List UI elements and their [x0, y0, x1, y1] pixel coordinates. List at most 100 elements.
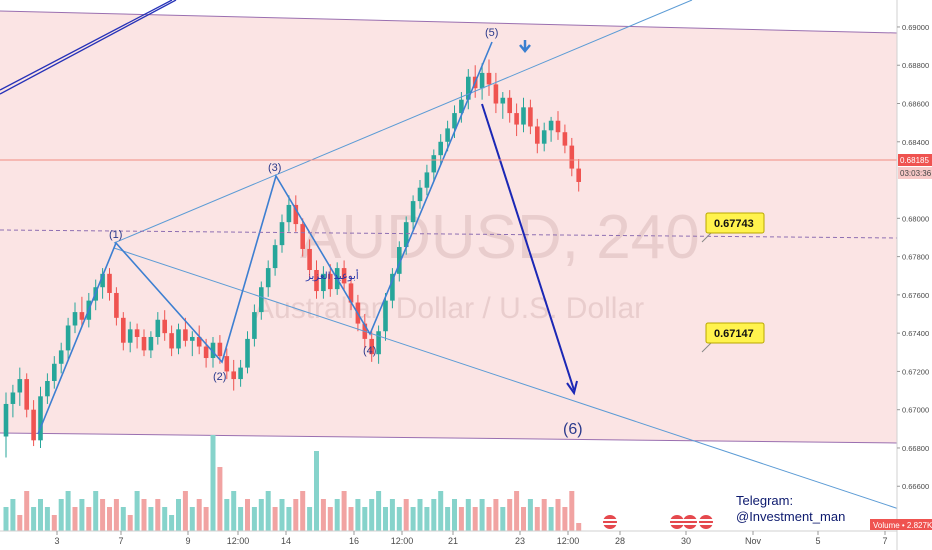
candle	[341, 260, 347, 292]
countdown-value: 03:03:36	[900, 169, 932, 178]
candle	[31, 400, 36, 447]
volume-bar	[500, 507, 506, 531]
volume-bar	[176, 499, 181, 531]
price-tick-label: 0.68800	[902, 61, 929, 70]
dashed-level-line[interactable]	[0, 229, 898, 239]
candle	[528, 99, 533, 135]
level-callout-lower[interactable]: 0.67147	[701, 322, 765, 353]
volume-bar	[293, 499, 299, 531]
event-flag-icon[interactable]	[670, 515, 684, 529]
price-tick-label: 0.68600	[902, 100, 929, 109]
level-value-upper: 0.67743	[714, 218, 754, 230]
candle	[286, 195, 292, 232]
down-arrow-icon	[519, 40, 531, 53]
volume-bar	[389, 499, 395, 531]
volume-bar	[245, 499, 250, 531]
candle	[521, 97, 526, 133]
volume-bar	[431, 499, 437, 531]
event-flag-icon[interactable]	[683, 515, 697, 529]
level-callout-upper[interactable]: 0.67743	[701, 212, 765, 243]
candle	[314, 260, 319, 299]
volume-bar	[31, 507, 37, 531]
candle	[238, 359, 243, 387]
volume-bar	[203, 507, 209, 531]
candle	[196, 325, 202, 355]
volume-bar	[258, 499, 264, 531]
volume-bar	[265, 491, 271, 531]
trendline-dark-2[interactable]	[0, 0, 177, 95]
elliott-wave-path[interactable]	[37, 41, 493, 435]
candle	[541, 122, 547, 152]
volume-bar	[493, 499, 499, 531]
volume-bar	[314, 451, 319, 531]
author-tag: أبوعبد العزيز	[305, 269, 359, 282]
price-tick-label: 0.69000	[902, 23, 929, 32]
candle	[328, 264, 333, 297]
candle	[141, 329, 147, 357]
volume-bar	[120, 507, 126, 531]
upper-trendline[interactable]	[113, 0, 693, 244]
candle	[114, 287, 119, 326]
telegram-handle: @Investment_man	[736, 509, 845, 524]
event-flag-icon[interactable]	[603, 515, 617, 529]
volume-bar	[238, 507, 244, 531]
time-axis: 3 7 9 12:00 14 16 12:00 21 23 12:00 28 30 Nov 5 7	[54, 531, 888, 546]
volume-bar	[527, 499, 533, 531]
candle	[307, 239, 312, 278]
price-tick-label: 0.66600	[902, 482, 929, 491]
wave-label-5: (5)	[485, 27, 498, 39]
volume-bar	[514, 491, 520, 531]
volume-bar	[396, 507, 402, 531]
volume-bar	[452, 499, 457, 531]
volume-bar	[155, 499, 161, 531]
volume-bar	[383, 507, 388, 531]
channel-bottom-line[interactable]	[0, 432, 898, 444]
lower-trendline[interactable]	[113, 247, 932, 521]
candle	[155, 312, 161, 345]
candle	[576, 159, 581, 192]
volume-bar	[424, 507, 430, 531]
candle	[45, 373, 50, 404]
volume-bar	[562, 507, 568, 531]
volume-bar	[327, 507, 333, 531]
candle	[127, 321, 133, 353]
wave-label-3: (3)	[268, 162, 281, 174]
volume-bar	[113, 499, 119, 531]
volume-bar	[355, 499, 361, 531]
candle	[548, 116, 554, 142]
candle	[24, 373, 29, 418]
volume-bar	[403, 499, 409, 531]
candle	[265, 260, 271, 297]
volume-bar	[148, 507, 154, 531]
candle	[410, 195, 416, 230]
volume-badge	[870, 519, 932, 530]
time-tick-label: 16	[349, 536, 359, 546]
volume-bar	[472, 507, 478, 531]
event-flag-icon[interactable]	[699, 515, 713, 529]
volume-bar	[127, 515, 133, 531]
volume-bar	[182, 491, 188, 531]
time-tick-label: 12:00	[391, 536, 414, 546]
trendline-dark-1[interactable]	[0, 0, 173, 91]
candle	[390, 268, 395, 309]
volume-bar	[320, 499, 326, 531]
wave-label-4: (4)	[363, 345, 376, 357]
watermark-symbol: AUDUSD, 240	[300, 203, 700, 272]
volume-bar	[79, 499, 85, 531]
candle	[417, 180, 423, 209]
volume-bar	[458, 507, 464, 531]
candle	[107, 268, 112, 301]
time-tick-label: 12:00	[227, 536, 250, 546]
last-price-badge	[898, 154, 932, 166]
volume-bar	[210, 435, 216, 531]
projection-arrow[interactable]	[481, 103, 575, 391]
time-tick-label: Nov	[745, 536, 762, 546]
candle	[58, 342, 64, 374]
volume-bar	[507, 499, 513, 531]
volume-bars	[3, 435, 582, 531]
volume-bar	[417, 499, 423, 531]
candle	[72, 302, 78, 334]
price-axis-panel[interactable]	[897, 0, 932, 550]
time-tick-label: 28	[615, 536, 625, 546]
